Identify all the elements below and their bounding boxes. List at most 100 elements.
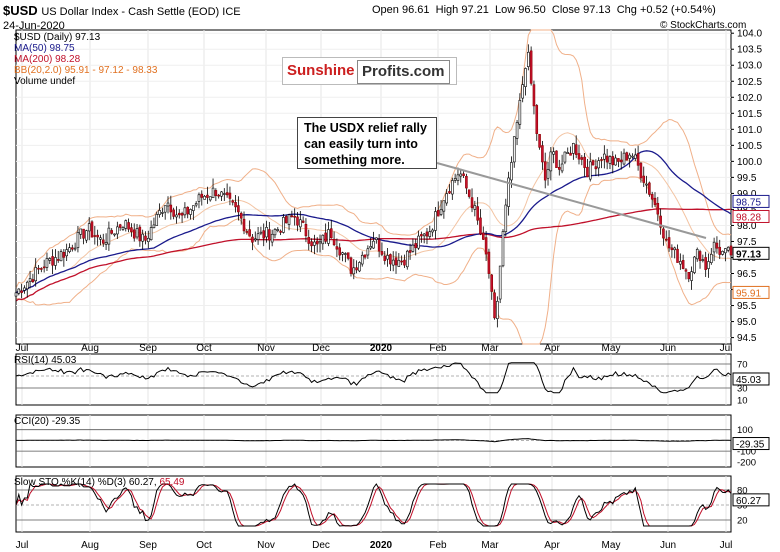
candle xyxy=(96,234,99,238)
candle xyxy=(59,251,63,262)
candle xyxy=(639,162,643,179)
candle xyxy=(225,192,229,196)
candle xyxy=(279,230,282,233)
candle xyxy=(237,205,240,213)
candle xyxy=(704,257,707,270)
candle xyxy=(650,194,654,200)
candle xyxy=(197,194,201,202)
candle xyxy=(338,247,342,256)
candle xyxy=(68,247,71,253)
candle xyxy=(681,260,685,269)
x-tick-label: Jun xyxy=(660,540,676,551)
legend-ma50: MA(50) 98.75 xyxy=(14,43,75,54)
trendline xyxy=(436,162,707,239)
candle xyxy=(220,191,223,197)
y-tick-label: 102.0 xyxy=(737,93,762,104)
candle xyxy=(124,220,128,229)
close-label: Close xyxy=(551,4,581,16)
rsi-panel-frame xyxy=(15,353,732,406)
price-tag-label: 95.91 xyxy=(736,288,761,299)
candle xyxy=(400,260,403,263)
candle xyxy=(574,144,578,155)
candle xyxy=(431,229,434,233)
x-tick-label: Oct xyxy=(196,343,212,354)
symbol: $USD xyxy=(3,3,38,18)
candle xyxy=(369,246,372,249)
candle xyxy=(276,229,280,231)
candle xyxy=(594,166,598,170)
candle xyxy=(208,196,212,201)
candle xyxy=(28,278,32,282)
candle xyxy=(467,189,471,197)
cci-tick-label: -100 xyxy=(737,447,756,458)
y-tick-label: 103.5 xyxy=(737,45,762,56)
rsi-line xyxy=(15,362,732,394)
candle xyxy=(152,224,156,229)
candle xyxy=(608,156,612,164)
copyright: © StockCharts.com xyxy=(660,20,747,31)
candle xyxy=(327,229,330,244)
candle xyxy=(532,84,536,107)
candle xyxy=(442,200,446,212)
candle xyxy=(180,213,184,216)
candle xyxy=(290,215,294,218)
high-value: 97.21 xyxy=(461,4,489,16)
candle xyxy=(287,214,291,225)
low-label: Low xyxy=(494,4,516,16)
candle xyxy=(394,257,398,266)
candle xyxy=(667,237,671,249)
cci-label: CCI(20) -29.35 xyxy=(14,416,81,427)
candle xyxy=(315,240,319,245)
candle xyxy=(538,134,541,148)
y-tick-label: 100.0 xyxy=(737,157,762,168)
sto-tick-label: 80 xyxy=(737,486,748,497)
y-tick-label: 102.5 xyxy=(737,77,762,88)
x-tick-label: Apr xyxy=(544,540,560,551)
x-tick-label: Mar xyxy=(481,343,499,354)
candle xyxy=(366,248,370,256)
candle xyxy=(611,156,615,166)
candle xyxy=(496,300,499,319)
symbol-title: $USD US Dollar Index - Cash Settle (EOD)… xyxy=(3,3,241,18)
candle xyxy=(107,227,111,245)
candle xyxy=(664,238,668,241)
candle xyxy=(572,143,575,154)
sto-label-text: Slow STO %K(14) %D(3) 60.27, xyxy=(14,477,157,488)
candle xyxy=(341,252,344,255)
candle xyxy=(301,220,305,223)
open-value: 96.61 xyxy=(401,4,430,16)
candle xyxy=(192,205,195,211)
candle xyxy=(141,233,144,242)
candle xyxy=(56,259,60,261)
candle xyxy=(177,212,181,216)
candle xyxy=(349,257,353,274)
legend-usd: $USD (Daily) 97.13 xyxy=(14,32,101,43)
candle xyxy=(583,156,586,168)
sto-value-label: 60.27 xyxy=(736,496,761,507)
candle xyxy=(71,247,74,250)
candle xyxy=(662,228,665,239)
candle xyxy=(149,227,153,241)
candle xyxy=(85,230,88,241)
candle xyxy=(563,151,567,163)
candle xyxy=(231,200,235,203)
open-label: Open xyxy=(372,4,399,16)
y-tick-label: 94.5 xyxy=(737,333,757,344)
candle xyxy=(265,227,268,238)
candle xyxy=(293,216,296,218)
candle xyxy=(144,235,147,241)
candle xyxy=(82,228,85,239)
candle xyxy=(175,214,178,218)
candle xyxy=(684,269,688,272)
candle xyxy=(17,288,21,294)
candle xyxy=(560,163,564,172)
candle xyxy=(183,207,187,216)
candle xyxy=(273,229,277,236)
x-tick-label: Dec xyxy=(312,540,330,551)
candle xyxy=(34,267,37,282)
candle xyxy=(687,272,691,280)
candle xyxy=(358,262,361,272)
candle xyxy=(377,239,381,252)
candle xyxy=(389,254,392,265)
candle xyxy=(614,157,617,166)
